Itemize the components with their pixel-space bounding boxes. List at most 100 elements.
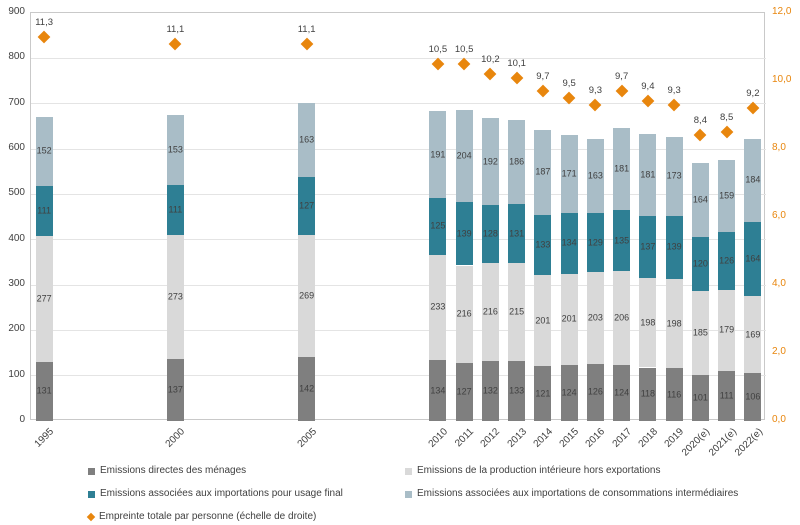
bar-value-label: 111 bbox=[719, 390, 734, 401]
bar-value-label: 163 bbox=[587, 170, 603, 181]
legend-diamond-icon bbox=[86, 512, 96, 522]
y-axis-right-label: 4,0 bbox=[772, 278, 786, 289]
scatter-value-label: 11,1 bbox=[297, 23, 316, 35]
x-axis-label: 2015 bbox=[557, 426, 582, 450]
empreinte-diamond-icon bbox=[589, 98, 602, 112]
legend-label: Emissions associées aux importations pou… bbox=[100, 488, 343, 499]
x-axis-label: 2010 bbox=[426, 426, 450, 450]
y-axis-right-label: 6,0 bbox=[772, 210, 786, 221]
bar-segment bbox=[508, 263, 526, 361]
bar-segment bbox=[613, 128, 631, 211]
bar-value-label: 184 bbox=[745, 174, 761, 185]
bar-segment bbox=[534, 275, 552, 367]
bar-value-label: 201 bbox=[535, 315, 551, 326]
bar-value-label: 201 bbox=[561, 313, 577, 324]
bar-segment bbox=[691, 375, 709, 421]
bar-segment bbox=[639, 133, 657, 216]
bar-value-label: 164 bbox=[745, 253, 761, 264]
scatter-value-label: 10,5 bbox=[454, 44, 474, 55]
y-axis-left-label: 100 bbox=[8, 368, 25, 380]
bar-segment bbox=[481, 361, 499, 421]
bar-segment bbox=[560, 364, 578, 421]
bar-segment bbox=[718, 232, 736, 290]
gridline bbox=[31, 103, 766, 105]
bar-value-label: 171 bbox=[561, 168, 577, 179]
bar-segment bbox=[298, 234, 316, 357]
bar-segment bbox=[639, 215, 657, 278]
bar-segment bbox=[534, 214, 552, 275]
bar-segment bbox=[691, 236, 709, 292]
bar-value-label: 126 bbox=[587, 386, 603, 397]
bar-segment bbox=[298, 356, 316, 421]
bar-segment bbox=[455, 110, 473, 203]
bar-value-label: 277 bbox=[36, 293, 52, 304]
gridline bbox=[31, 193, 766, 195]
bar-value-label: 126 bbox=[719, 255, 735, 266]
x-axis-label: 2000 bbox=[163, 426, 188, 450]
x-axis-label: 2012 bbox=[478, 426, 503, 450]
bar-value-label: 101 bbox=[692, 392, 708, 403]
bar-segment bbox=[691, 291, 709, 376]
x-axis-label: 2018 bbox=[636, 426, 660, 450]
legend-item: Emissions associées aux importations pou… bbox=[88, 489, 343, 499]
bar-value-label: 106 bbox=[745, 391, 761, 402]
bar-value-label: 185 bbox=[692, 327, 708, 338]
x-axis-label: 1995 bbox=[32, 426, 57, 450]
bar-segment bbox=[639, 277, 657, 368]
y-axis-right-label: 2,0 bbox=[772, 346, 786, 357]
bar-value-label: 124 bbox=[614, 387, 630, 398]
scatter-value-label: 9,3 bbox=[667, 84, 681, 96]
bar-value-label: 152 bbox=[36, 145, 52, 156]
scatter-value-label: 9,5 bbox=[562, 78, 576, 89]
y-axis-right-label: 12,0 bbox=[772, 6, 792, 17]
bar-segment bbox=[586, 213, 604, 272]
x-axis-label: 2013 bbox=[505, 426, 529, 450]
bar-segment bbox=[534, 366, 552, 421]
bar-value-label: 124 bbox=[561, 387, 577, 398]
y-axis-right-label: 10,0 bbox=[772, 74, 792, 85]
bar-value-label: 186 bbox=[509, 156, 525, 167]
bar-segment bbox=[35, 236, 53, 362]
bar-value-label: 203 bbox=[587, 312, 603, 323]
bar-segment bbox=[665, 368, 683, 421]
legend-label: Emissions de la production intérieure ho… bbox=[417, 465, 661, 476]
plot-area: 131 277 111 152 11,3 137 273 111 153 11,1 142 269 12… bbox=[30, 12, 766, 421]
bar-value-label: 187 bbox=[535, 166, 551, 177]
empreinte-diamond-icon bbox=[431, 57, 445, 71]
bar-segment bbox=[455, 265, 473, 364]
bar-segment bbox=[429, 111, 447, 198]
bar-value-label: 204 bbox=[456, 150, 472, 161]
bar-segment bbox=[508, 119, 526, 204]
bar-segment bbox=[718, 160, 736, 233]
bar-segment bbox=[560, 135, 578, 213]
bar-segment bbox=[560, 212, 578, 274]
bar-segment bbox=[613, 364, 631, 421]
bar-segment bbox=[744, 296, 762, 373]
bar-value-label: 133 bbox=[509, 385, 525, 396]
y-axis-left-label: 0 bbox=[19, 414, 25, 425]
legend-label: Empreinte totale par personne (échelle d… bbox=[99, 511, 317, 522]
bar-value-label: 206 bbox=[614, 312, 630, 323]
bar-segment bbox=[613, 210, 631, 272]
bar-value-label: 163 bbox=[299, 134, 315, 145]
bar-value-label: 132 bbox=[482, 385, 498, 396]
scatter-value-label: 11,1 bbox=[166, 23, 185, 35]
bar-value-label: 181 bbox=[614, 163, 630, 174]
bar-value-label: 120 bbox=[692, 258, 708, 269]
bar-segment bbox=[744, 372, 762, 421]
bar-segment bbox=[429, 360, 447, 421]
legend-square-icon bbox=[88, 490, 95, 498]
bar-value-label: 164 bbox=[692, 194, 708, 205]
scatter-value-label: 10,1 bbox=[507, 57, 526, 69]
empreinte-diamond-icon bbox=[169, 37, 182, 50]
gridline bbox=[31, 329, 766, 331]
bar-segment bbox=[744, 138, 762, 222]
bar-segment bbox=[586, 271, 604, 364]
y-axis-left-label: 400 bbox=[8, 232, 25, 244]
x-axis-label: 2020(e) bbox=[680, 426, 713, 459]
bar-segment bbox=[534, 129, 552, 215]
bar-value-label: 216 bbox=[482, 306, 498, 317]
x-axis-label: 2014 bbox=[531, 426, 555, 450]
x-axis-label: 2022(e) bbox=[732, 426, 765, 459]
empreinte-diamond-icon bbox=[510, 71, 523, 84]
